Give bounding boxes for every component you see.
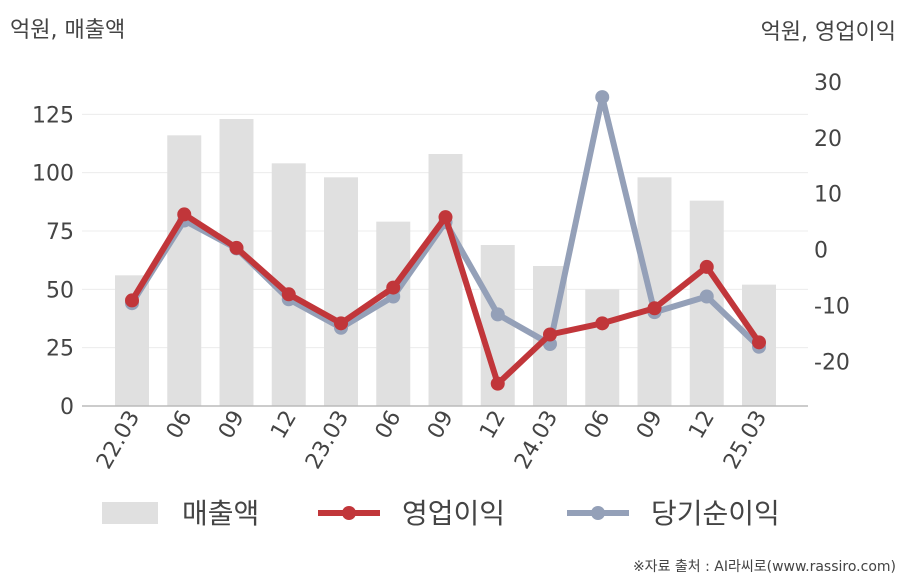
series-lines bbox=[125, 90, 766, 391]
right-tick-label: -10 bbox=[814, 294, 850, 319]
x-tick-label: 06 bbox=[580, 407, 616, 444]
x-tick-label: 06 bbox=[371, 407, 407, 444]
right-tick-label: 20 bbox=[814, 127, 842, 152]
operating-profit-point bbox=[177, 207, 192, 222]
revenue-bar bbox=[376, 221, 411, 406]
x-tick-label: 12 bbox=[684, 407, 720, 444]
right-tick-label: 30 bbox=[814, 71, 842, 96]
left-tick-label: 100 bbox=[32, 162, 74, 187]
legend: 매출액 영업이익 당기순이익 bbox=[102, 497, 780, 530]
x-tick-label: 25.03 bbox=[719, 407, 772, 474]
x-tick-label: 12 bbox=[475, 407, 511, 444]
right-tick-label: 0 bbox=[814, 239, 828, 264]
right-axis-ticks: -20 -10 0 10 20 30 bbox=[814, 71, 850, 375]
x-tick-label: 06 bbox=[162, 407, 198, 444]
right-axis-title: 억원, 영업이익 bbox=[761, 20, 896, 45]
operating-profit-legend-marker bbox=[342, 506, 356, 520]
operating-profit-point bbox=[229, 240, 244, 255]
left-axis-ticks: 0 25 50 75 100 125 bbox=[32, 103, 74, 420]
x-tick-label: 09 bbox=[423, 407, 459, 444]
left-axis-title: 억원, 매출액 bbox=[10, 18, 125, 43]
revenue-bar bbox=[637, 177, 672, 406]
net-income-point bbox=[490, 307, 505, 322]
x-tick-label: 09 bbox=[214, 407, 250, 444]
revenue-bars bbox=[115, 119, 776, 407]
operating-profit-point bbox=[281, 287, 296, 302]
net-income-point bbox=[595, 90, 610, 105]
revenue-legend-label: 매출액 bbox=[182, 497, 259, 530]
x-tick-label: 12 bbox=[266, 407, 302, 444]
operating-profit-point bbox=[752, 335, 766, 350]
operating-profit-point bbox=[386, 280, 401, 295]
left-tick-label: 50 bbox=[46, 278, 74, 303]
net-income-legend-label: 당기순이익 bbox=[651, 497, 780, 530]
source-note: ※자료 출처 : AI라씨로(www.rassiro.com) bbox=[633, 559, 896, 575]
left-tick-label: 75 bbox=[46, 220, 74, 245]
x-tick-label: 22.03 bbox=[92, 407, 145, 474]
left-tick-label: 0 bbox=[60, 395, 74, 420]
net-income-point bbox=[699, 289, 714, 304]
operating-profit-point bbox=[334, 316, 348, 331]
x-tick-label: 23.03 bbox=[301, 407, 354, 474]
left-tick-label: 125 bbox=[32, 103, 74, 128]
net-income-legend-marker bbox=[591, 506, 605, 520]
x-tick-label: 09 bbox=[632, 407, 668, 444]
revenue-bar bbox=[324, 177, 358, 406]
x-axis-ticks: 22.03 06 09 12 23.03 06 09 12 24.03 06 09 12 25.03 bbox=[92, 407, 772, 474]
operating-profit-legend-label: 영업이익 bbox=[402, 497, 505, 530]
revenue-bar bbox=[585, 289, 620, 406]
left-tick-label: 25 bbox=[46, 337, 74, 362]
operating-profit-point bbox=[595, 316, 610, 331]
operating-profit-point bbox=[543, 327, 557, 342]
operating-profit-point bbox=[438, 210, 453, 225]
revenue-bar bbox=[428, 154, 463, 406]
operating-profit-point bbox=[647, 301, 662, 316]
x-tick-label: 24.03 bbox=[510, 407, 563, 474]
operating-profit-point bbox=[125, 293, 139, 308]
operating-profit-point bbox=[699, 259, 714, 274]
revenue-legend-swatch bbox=[102, 502, 158, 524]
operating-profit-point bbox=[490, 376, 505, 391]
right-tick-label: 10 bbox=[814, 183, 842, 208]
right-tick-label: -20 bbox=[814, 350, 850, 375]
revenue-bar bbox=[167, 135, 202, 407]
